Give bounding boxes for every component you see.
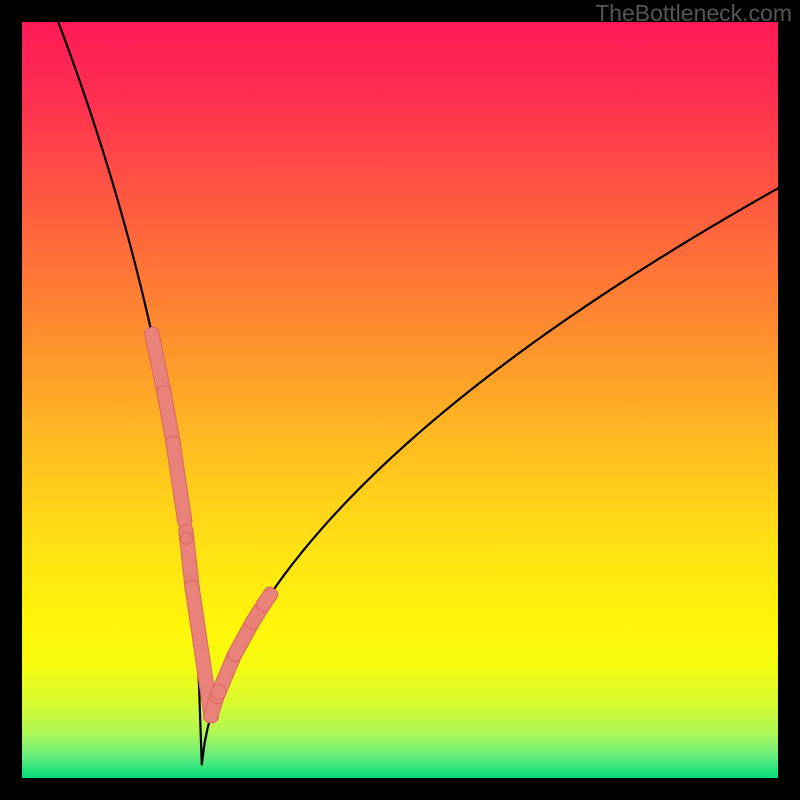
curve-marker-dot [181, 532, 193, 544]
plot-area [22, 22, 778, 778]
curve-markers [22, 22, 778, 778]
chart-stage: TheBottleneck.com [0, 0, 800, 800]
curve-marker-dot [211, 685, 226, 700]
watermark-text: TheBottleneck.com [595, 0, 792, 27]
curve-marker-segment [165, 436, 192, 528]
